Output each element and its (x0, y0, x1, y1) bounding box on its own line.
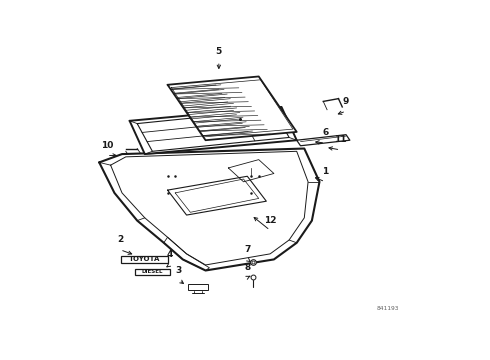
Text: 7: 7 (244, 245, 250, 254)
Text: 11: 11 (334, 135, 346, 144)
Text: 3: 3 (176, 266, 182, 275)
FancyBboxPatch shape (188, 284, 208, 290)
Polygon shape (297, 135, 350, 146)
Text: 6: 6 (322, 129, 328, 138)
Text: 2: 2 (117, 235, 123, 244)
Text: 9: 9 (343, 96, 349, 105)
Text: 841193: 841193 (377, 306, 399, 311)
Polygon shape (168, 76, 297, 140)
Polygon shape (168, 176, 267, 215)
Polygon shape (129, 107, 297, 154)
FancyBboxPatch shape (121, 256, 169, 263)
Text: 1: 1 (322, 167, 328, 176)
Text: 10: 10 (100, 141, 113, 150)
Text: TOYOTA: TOYOTA (129, 256, 161, 262)
Polygon shape (99, 149, 319, 270)
Text: 4: 4 (166, 251, 172, 260)
FancyBboxPatch shape (135, 269, 170, 275)
Text: 12: 12 (264, 216, 276, 225)
Text: 8: 8 (244, 263, 250, 272)
Text: 5: 5 (216, 47, 222, 56)
Text: DIESEL: DIESEL (142, 269, 163, 274)
